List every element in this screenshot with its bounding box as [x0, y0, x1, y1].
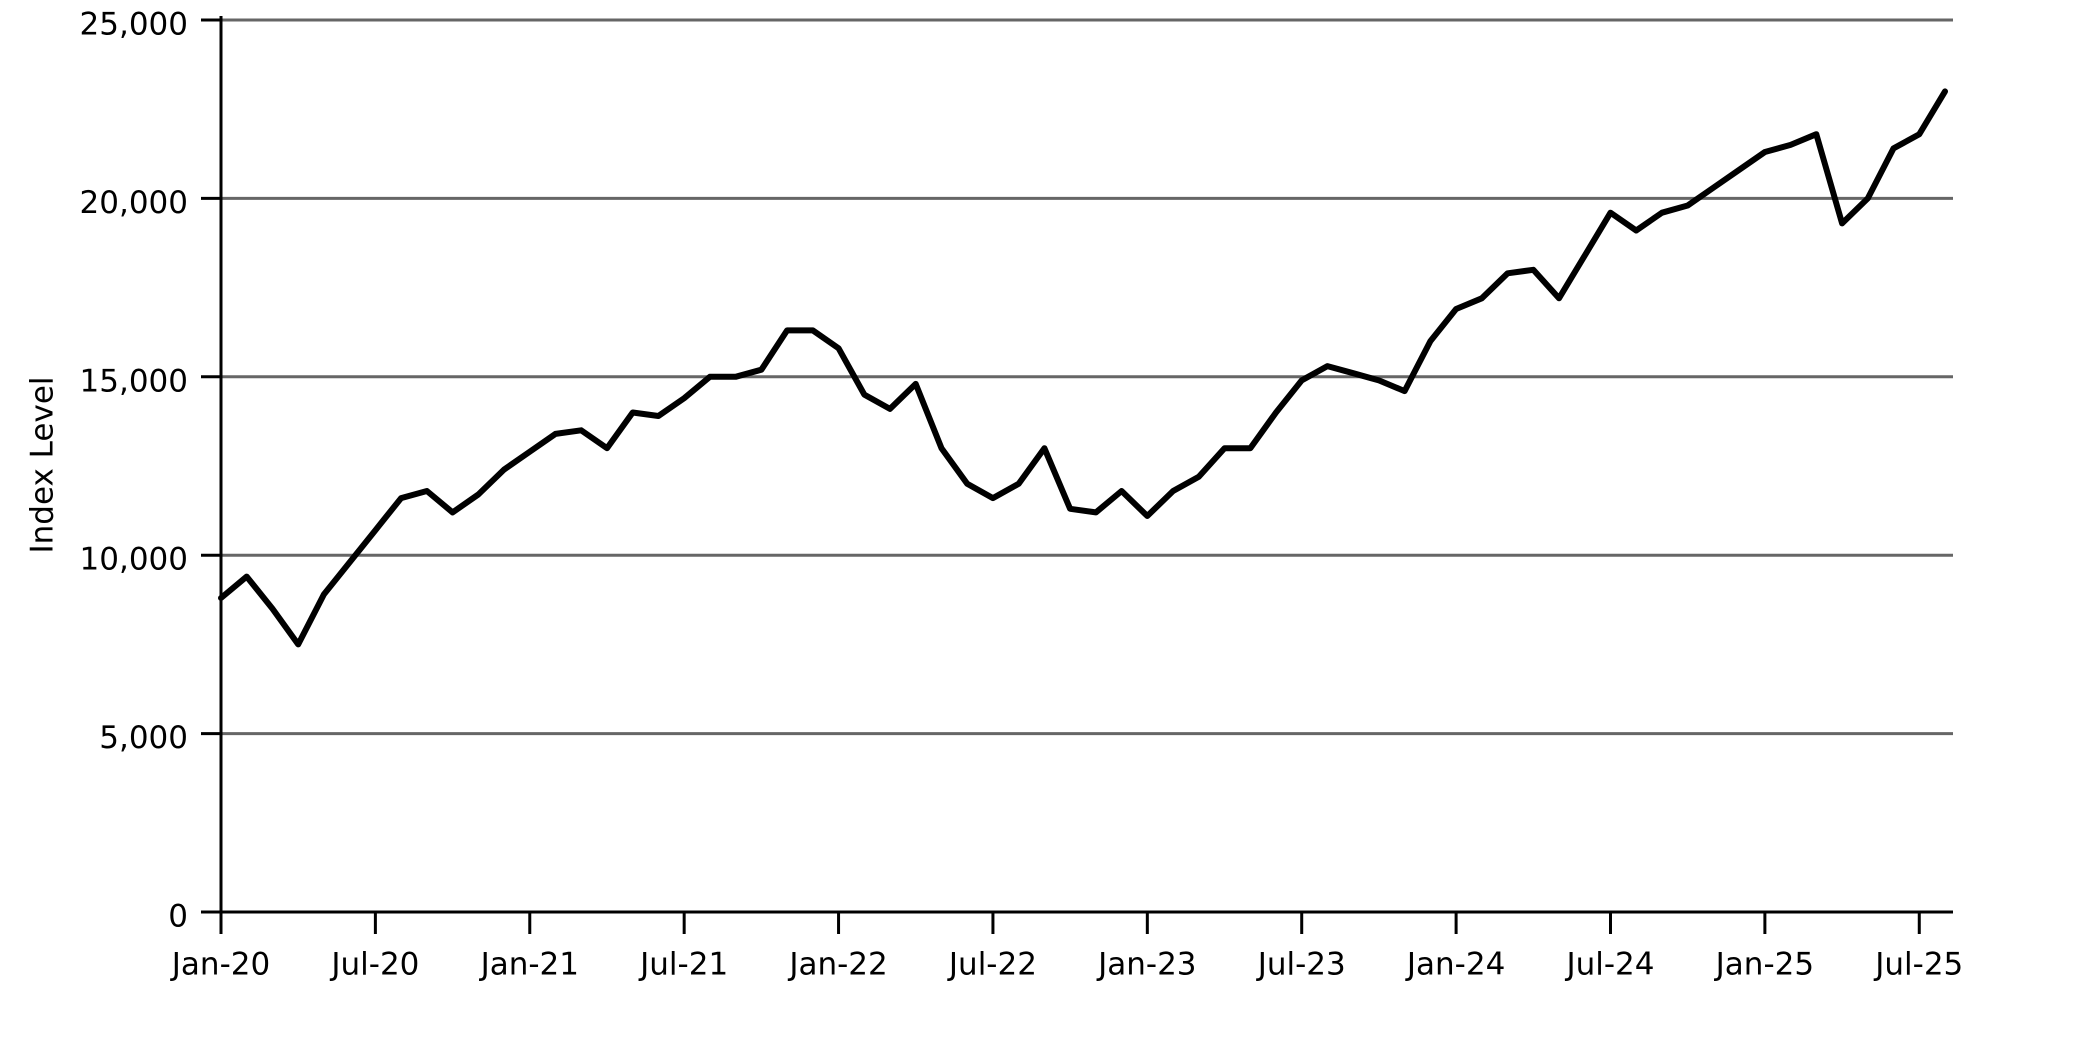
data-line — [218, 88, 1948, 648]
x-tick-label: Jul-23 — [1256, 947, 1346, 983]
y-tick-label: 10,000 — [80, 542, 188, 578]
y-tick-label: 0 — [168, 899, 188, 935]
y-tick-label: 15,000 — [80, 363, 188, 399]
y-axis-label: Index Level — [25, 376, 61, 553]
x-tick-label: Jan-24 — [1405, 947, 1505, 983]
x-tick-label: Jan-23 — [1096, 947, 1196, 983]
x-tick-label: Jan-20 — [170, 947, 270, 983]
x-tick-label: Jan-25 — [1714, 947, 1814, 983]
x-tick-label: Jan-21 — [479, 947, 579, 983]
x-tick-label: Jul-21 — [638, 947, 728, 983]
x-tick-label: Jan-22 — [787, 947, 887, 983]
y-tick-label: 25,000 — [80, 7, 188, 43]
x-tick-label: Jul-25 — [1873, 947, 1963, 983]
y-tick-label: 20,000 — [80, 185, 188, 221]
x-tick-label: Jul-24 — [1564, 947, 1654, 983]
x-tick-label: Jul-20 — [329, 947, 419, 983]
y-tick-label: 5,000 — [99, 720, 188, 756]
x-tick-label: Jul-22 — [947, 947, 1037, 983]
